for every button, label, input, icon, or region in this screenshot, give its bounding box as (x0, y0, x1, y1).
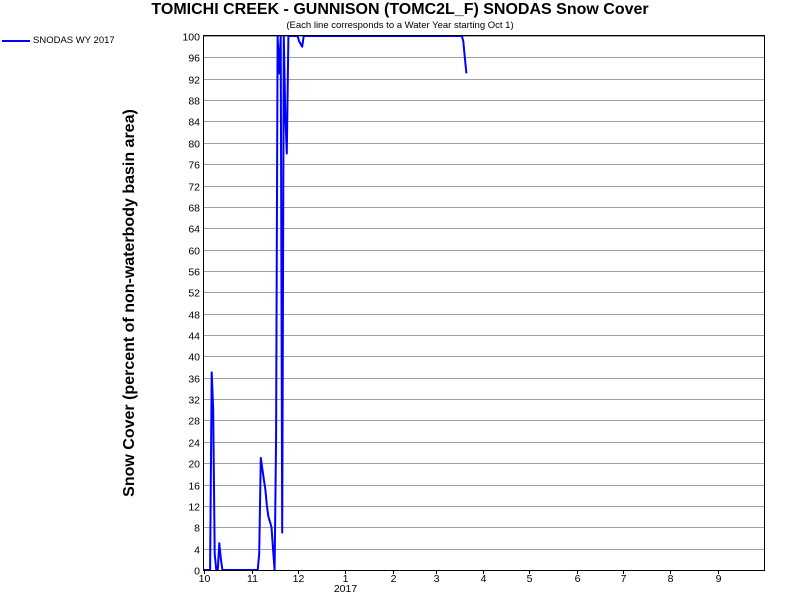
y-tick-label: 64 (188, 224, 200, 236)
y-tick-label: 44 (188, 331, 200, 343)
y-tick-label: 100 (182, 32, 200, 44)
series-line (204, 35, 468, 571)
x-tick-label: 9 (716, 573, 722, 585)
gridlines (204, 36, 764, 571)
y-tick-label: 32 (188, 395, 200, 407)
y-tick-label: 20 (188, 459, 200, 471)
x-tick-label: 5 (527, 573, 533, 585)
y-tick-label: 40 (188, 352, 200, 364)
x-tick-label: 4 (481, 573, 487, 585)
y-tick-label: 96 (188, 53, 200, 65)
plot-frame (203, 35, 765, 571)
y-tick-label: 4 (194, 545, 200, 557)
x-tick-label: 2 (391, 573, 397, 585)
y-tick-label: 88 (188, 96, 200, 108)
chart-subtitle: (Each line corresponds to a Water Year s… (286, 20, 514, 31)
x-tick-label: 3 (434, 573, 440, 585)
x-tick-label: 12 (293, 573, 305, 585)
y-tick-label: 60 (188, 246, 200, 258)
series-lines (204, 35, 468, 571)
legend-label: SNODAS WY 2017 (33, 35, 115, 46)
y-tick-label: 16 (188, 481, 200, 493)
chart-title: TOMICHI CREEK - GUNNISON (TOMC2L_F) SNOD… (151, 1, 649, 18)
y-tick-label: 24 (188, 438, 200, 450)
y-tick-label: 84 (188, 117, 200, 129)
y-tick-label: 68 (188, 203, 200, 215)
y-tick-label: 80 (188, 139, 200, 151)
y-tick-label: 52 (188, 288, 200, 300)
x-tick-label: 10 (199, 573, 211, 585)
legend: SNODAS WY 2017 (2, 35, 115, 46)
y-tick-label: 8 (194, 523, 200, 535)
y-tick-label: 56 (188, 267, 200, 279)
y-tick-label: 28 (188, 416, 200, 428)
x-tick-label: 6 (575, 573, 581, 585)
x-tick-label: 11 (247, 573, 258, 585)
y-tick-label: 76 (188, 160, 200, 172)
y-axis-ticks: 0481216202428323640444852566064687276808… (182, 32, 200, 578)
y-tick-label: 92 (188, 75, 200, 87)
x-tick-label: 8 (668, 573, 674, 585)
x-tick-label: 1 (343, 573, 349, 585)
x-year-label: 2017 (334, 583, 358, 595)
legend-swatch (2, 39, 30, 42)
y-tick-label: 0 (194, 566, 200, 578)
x-tick-label: 7 (621, 573, 627, 585)
y-tick-label: 48 (188, 310, 200, 322)
y-tick-label: 72 (188, 182, 200, 194)
y-tick-label: 36 (188, 374, 200, 386)
y-tick-label: 12 (188, 502, 200, 514)
